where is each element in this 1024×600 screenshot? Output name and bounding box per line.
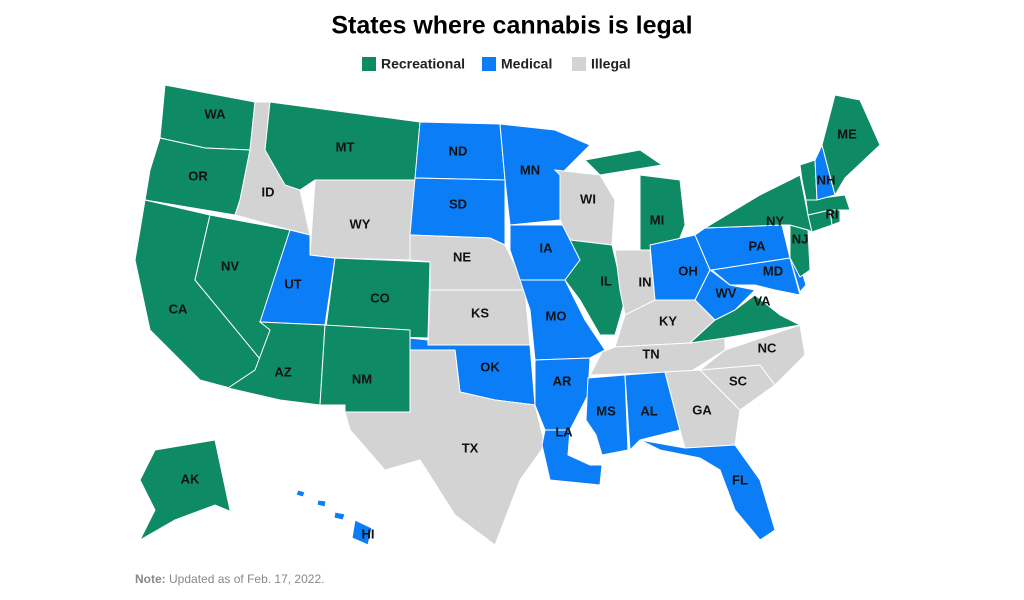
state: [624, 371, 681, 452]
state-label: ND: [449, 143, 468, 158]
note-text: Updated as of Feb. 17, 2022.: [169, 572, 324, 586]
state-label: MN: [520, 162, 540, 177]
state-label: CO: [370, 290, 390, 305]
legend-swatch: [572, 57, 586, 71]
state-label: AZ: [274, 364, 291, 379]
state-label: PA: [748, 238, 766, 253]
state-label: KS: [471, 305, 489, 320]
state-label: NE: [453, 249, 471, 264]
state: [309, 179, 416, 261]
state-label: GA: [692, 402, 712, 417]
state-label: KY: [659, 313, 677, 328]
state-label: IL: [600, 273, 612, 288]
state: [519, 279, 606, 361]
state-label: FL: [732, 472, 748, 487]
state: [799, 159, 818, 201]
state: [409, 177, 506, 246]
state-label: SD: [449, 196, 467, 211]
legend-label: Recreational: [381, 56, 465, 72]
state-label: OH: [678, 263, 698, 278]
note: Note: Updated as of Feb. 17, 2022.: [135, 572, 324, 586]
state-label: NH: [817, 172, 836, 187]
state: [541, 429, 603, 486]
state: [319, 324, 411, 413]
state-label: WV: [716, 285, 737, 300]
state-label: AL: [640, 403, 657, 418]
state: [295, 489, 373, 546]
state-label: NV: [221, 258, 239, 273]
state-label: MD: [763, 263, 783, 278]
state-label: SC: [729, 373, 748, 388]
state-label: MT: [336, 139, 355, 154]
state-label: VA: [753, 293, 771, 308]
state: [821, 94, 881, 197]
title: States where cannabis is legal: [331, 12, 692, 40]
state-label: MS: [596, 403, 616, 418]
state-label: IA: [540, 240, 554, 255]
state-label: ID: [262, 184, 275, 199]
legend: Recreational Medical Illegal: [362, 56, 631, 72]
state-label: OK: [480, 359, 500, 374]
note-label: Note:: [135, 572, 166, 586]
legend-swatch: [482, 57, 496, 71]
state-label: WA: [205, 106, 227, 121]
state: [534, 357, 591, 431]
state-label: TX: [462, 440, 479, 455]
state-label: AK: [181, 471, 200, 486]
state-label: WI: [580, 191, 596, 206]
state: [704, 174, 813, 233]
state-label: IN: [639, 274, 652, 289]
state: [138, 439, 276, 542]
state-label: NJ: [792, 231, 809, 246]
state-label: NC: [758, 340, 777, 355]
state-label: NY: [766, 213, 784, 228]
states: [134, 84, 881, 546]
state-label: WY: [350, 216, 371, 231]
state-label: ME: [837, 126, 857, 141]
state-label: OR: [188, 168, 208, 183]
state-label: AR: [553, 373, 572, 388]
legend-label: Medical: [501, 56, 552, 72]
state-labels: WA OR CA NV ID MT WY UT CO AZ NM ND SD NE KS OK TX MN IA MO…: [169, 106, 857, 541]
state-label: MO: [546, 308, 567, 323]
state-label: MI: [650, 212, 664, 227]
state: [639, 439, 776, 541]
legend-swatch: [362, 57, 376, 71]
state-label: NM: [352, 371, 372, 386]
state-label: RI: [826, 206, 839, 221]
state-label: TN: [642, 346, 659, 361]
state-label: HI: [362, 526, 375, 541]
state-label: CA: [169, 301, 188, 316]
legend-label: Illegal: [591, 56, 631, 72]
state-label: UT: [284, 276, 301, 291]
state-label: LA: [555, 424, 573, 439]
